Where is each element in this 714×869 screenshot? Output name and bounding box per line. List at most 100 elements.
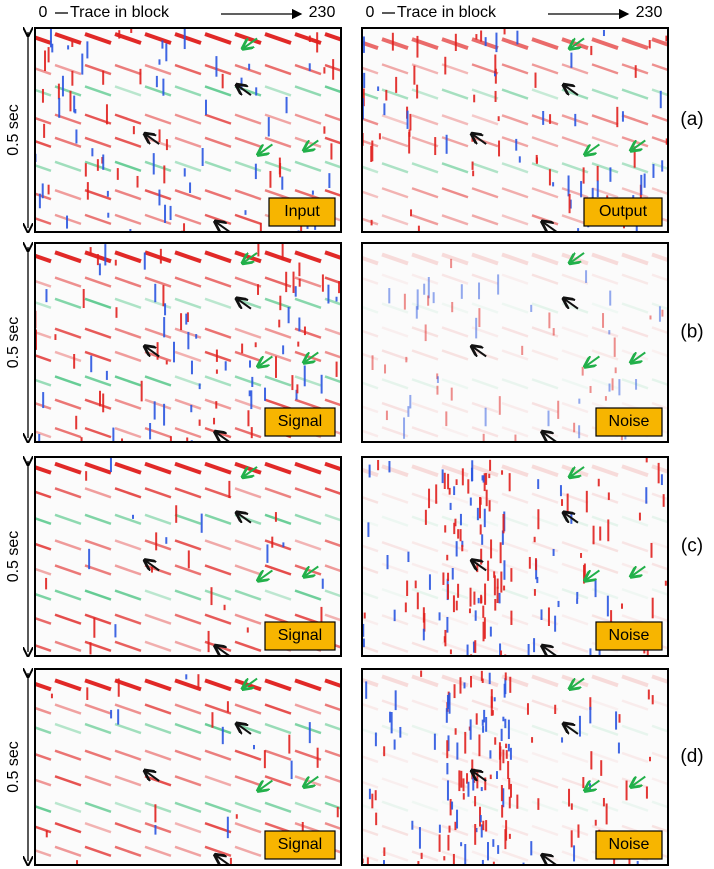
event [54, 461, 82, 475]
event [621, 273, 649, 285]
event [294, 398, 322, 410]
event [35, 401, 52, 410]
event [411, 562, 439, 574]
event [294, 722, 322, 735]
event [531, 515, 559, 527]
event [362, 381, 379, 390]
event [264, 801, 292, 814]
green-arrow [258, 143, 273, 154]
event [114, 461, 142, 475]
event [362, 405, 379, 414]
black-arrow [472, 560, 487, 572]
event [591, 136, 619, 148]
event [35, 643, 52, 653]
event [651, 562, 668, 571]
event [381, 674, 409, 688]
event [561, 378, 589, 390]
event [234, 822, 262, 834]
event [84, 63, 112, 76]
event [591, 378, 619, 390]
event [264, 461, 292, 475]
event [381, 214, 409, 226]
event [591, 515, 619, 527]
axis-start: 0 [39, 4, 48, 21]
event [54, 775, 82, 787]
event [501, 426, 529, 438]
event [621, 326, 649, 338]
event [501, 800, 529, 812]
event [294, 85, 322, 97]
event [362, 305, 379, 314]
event [411, 464, 439, 478]
panel-border [34, 27, 342, 233]
event [294, 160, 322, 173]
event [35, 592, 52, 601]
event [144, 822, 172, 834]
event [234, 113, 262, 125]
event [501, 37, 529, 51]
black-arrow [145, 346, 160, 358]
event [362, 853, 379, 862]
event [35, 139, 52, 148]
event [35, 35, 52, 45]
event [84, 539, 112, 551]
event [651, 326, 668, 335]
event [174, 487, 202, 499]
event [294, 703, 322, 715]
event [651, 800, 668, 809]
event [651, 824, 668, 833]
event [204, 160, 232, 173]
event [501, 252, 529, 266]
event [174, 426, 202, 439]
black-arrow [145, 560, 160, 572]
event [204, 513, 232, 525]
event [144, 801, 172, 814]
event [471, 492, 499, 504]
event [441, 273, 469, 285]
event [294, 63, 322, 76]
black-arrow [237, 724, 252, 735]
event [381, 273, 409, 285]
panel-border [361, 456, 669, 657]
panel-border [361, 27, 669, 233]
event [204, 613, 232, 625]
event [264, 513, 292, 525]
event [234, 801, 262, 814]
event [651, 674, 668, 685]
panel-border [361, 242, 669, 443]
event [411, 349, 439, 361]
event [441, 587, 469, 600]
event [264, 85, 292, 97]
y-axis-label: 0.5 sec [5, 741, 22, 793]
panel-tag-box [268, 197, 336, 227]
event [114, 564, 142, 576]
event [441, 162, 469, 174]
event [381, 302, 409, 314]
event [35, 616, 52, 625]
event [144, 513, 172, 525]
event [174, 589, 202, 601]
event [84, 589, 112, 601]
row-label: (c) [681, 536, 703, 557]
event [651, 37, 668, 47]
event [561, 187, 589, 199]
event [471, 187, 499, 199]
event [174, 375, 202, 387]
panel-border [361, 668, 669, 866]
event [381, 326, 409, 338]
event [174, 513, 202, 525]
event [294, 113, 322, 125]
axis-end: 230 [636, 4, 663, 21]
event [114, 589, 142, 601]
event [621, 162, 649, 174]
event [591, 699, 619, 711]
event [144, 297, 172, 310]
event [411, 426, 439, 438]
event [114, 85, 142, 97]
event [471, 114, 499, 126]
event [114, 749, 142, 761]
event [204, 85, 232, 97]
event [84, 213, 112, 226]
event [324, 276, 341, 285]
event [144, 640, 172, 653]
